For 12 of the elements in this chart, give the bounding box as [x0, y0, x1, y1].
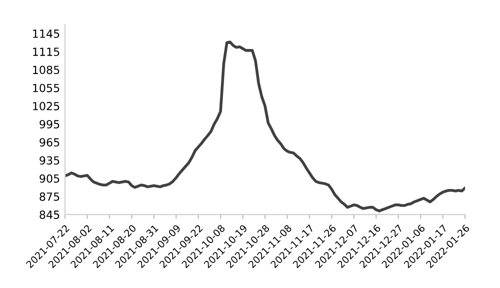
y-tick-label: 965: [40, 138, 60, 147]
y-tick-label: 1145: [33, 30, 60, 38]
y-tick-label: 905: [40, 174, 60, 183]
y-tick-label: 1115: [33, 48, 60, 56]
y-tick-label: 875: [40, 192, 60, 201]
y-tick-label: 845: [40, 210, 60, 219]
y-tick-label: 995: [40, 120, 60, 128]
y-tick-label: 1025: [33, 102, 60, 110]
y-tick-label: 935: [40, 156, 60, 165]
y-tick-label: 1055: [33, 84, 60, 92]
y-tick-label: 1085: [33, 66, 60, 74]
line-series: [65, 40, 465, 212]
